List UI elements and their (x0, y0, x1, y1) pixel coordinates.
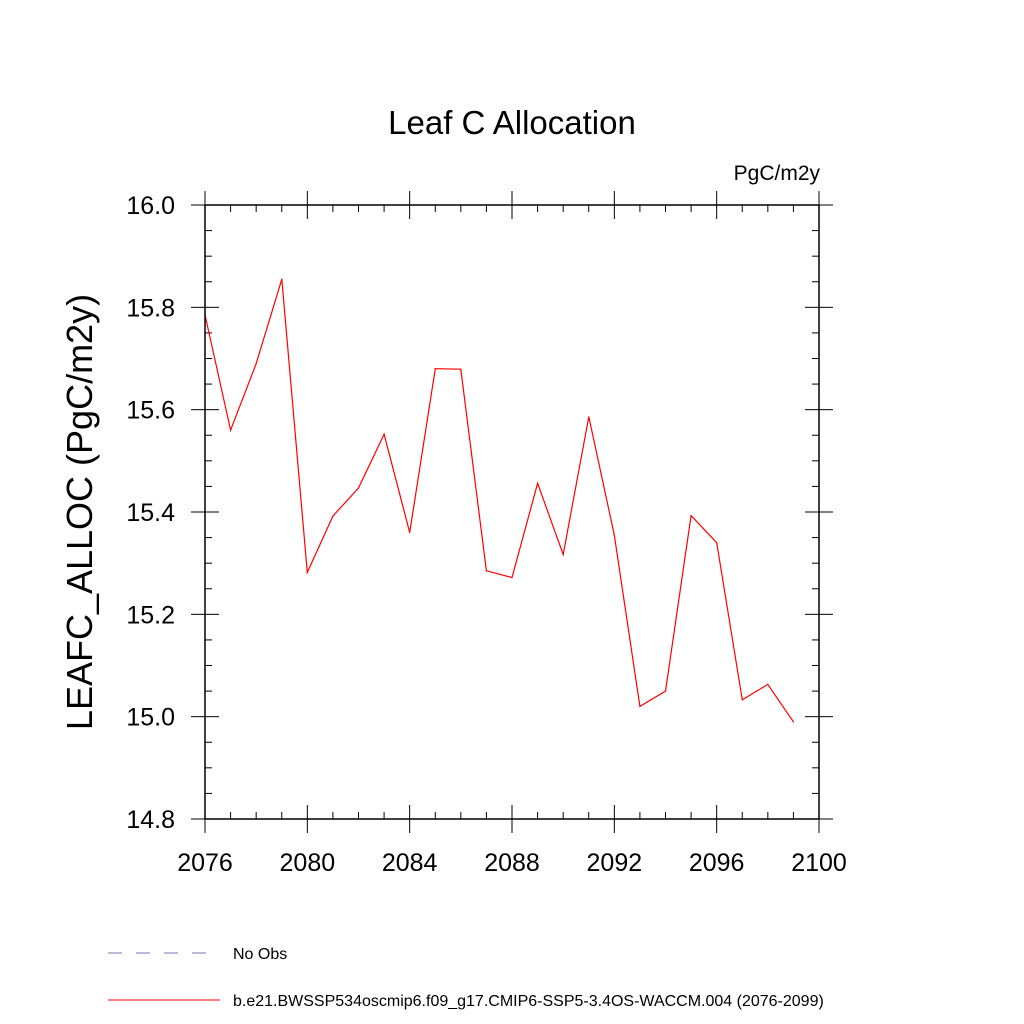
data-point (230, 429, 232, 431)
data-point (588, 416, 590, 418)
y-tick-labels: 14.8 15.0 15.2 15.4 15.6 15.8 16.0 (126, 192, 175, 834)
data-point (716, 542, 718, 544)
y-tick-label: 15.6 (126, 397, 175, 425)
x-tick-label: 2096 (689, 849, 745, 877)
chart-title: Leaf C Allocation (388, 104, 636, 141)
legend-label-no-obs: No Obs (233, 946, 287, 963)
data-point (357, 487, 360, 489)
data-point (562, 553, 564, 556)
data-point (690, 515, 692, 517)
data-point (537, 482, 539, 484)
x-tick-label: 2088 (484, 849, 540, 877)
series-line (204, 279, 794, 723)
legend: No Obs b.e21.BWSSP534oscmip6.f09_g17.CMI… (108, 946, 824, 1010)
plot-frame (204, 204, 820, 820)
x-tick-label: 2080 (280, 849, 336, 877)
axis-ticks (191, 191, 833, 833)
data-point (639, 705, 641, 708)
data-point (485, 570, 487, 572)
y-axis-label: LEAFC_ALLOC (PgC/m2y) (59, 294, 100, 730)
data-point (434, 368, 436, 370)
data-point (281, 278, 283, 280)
y-tick-label: 15.0 (126, 704, 175, 732)
units-label: PgC/m2y (734, 162, 821, 185)
y-tick-label: 16.0 (126, 192, 175, 220)
x-tick-label: 2076 (177, 849, 233, 877)
y-tick-label: 15.8 (126, 294, 175, 322)
data-point (767, 683, 769, 686)
series-layer (204, 278, 795, 723)
y-tick-label: 14.8 (126, 806, 175, 834)
data-point (409, 531, 411, 534)
x-tick-label: 2100 (791, 849, 847, 877)
data-point (741, 699, 743, 701)
data-point (255, 363, 257, 365)
x-tick-label: 2092 (587, 849, 643, 877)
data-point (460, 368, 462, 370)
data-point (511, 576, 513, 579)
data-point (792, 721, 795, 723)
data-point (613, 534, 615, 536)
y-tick-label: 15.2 (126, 601, 175, 629)
data-point (383, 433, 385, 435)
x-tick-label: 2084 (382, 849, 438, 877)
x-tick-labels: 2076 2080 2084 2088 2092 2096 2100 (177, 849, 847, 877)
legend-label-model-run: b.e21.BWSSP534oscmip6.f09_g17.CMIP6-SSP5… (233, 993, 824, 1010)
data-point (306, 571, 308, 574)
data-point (664, 690, 667, 692)
y-tick-label: 15.4 (126, 499, 175, 527)
data-point (332, 515, 334, 517)
